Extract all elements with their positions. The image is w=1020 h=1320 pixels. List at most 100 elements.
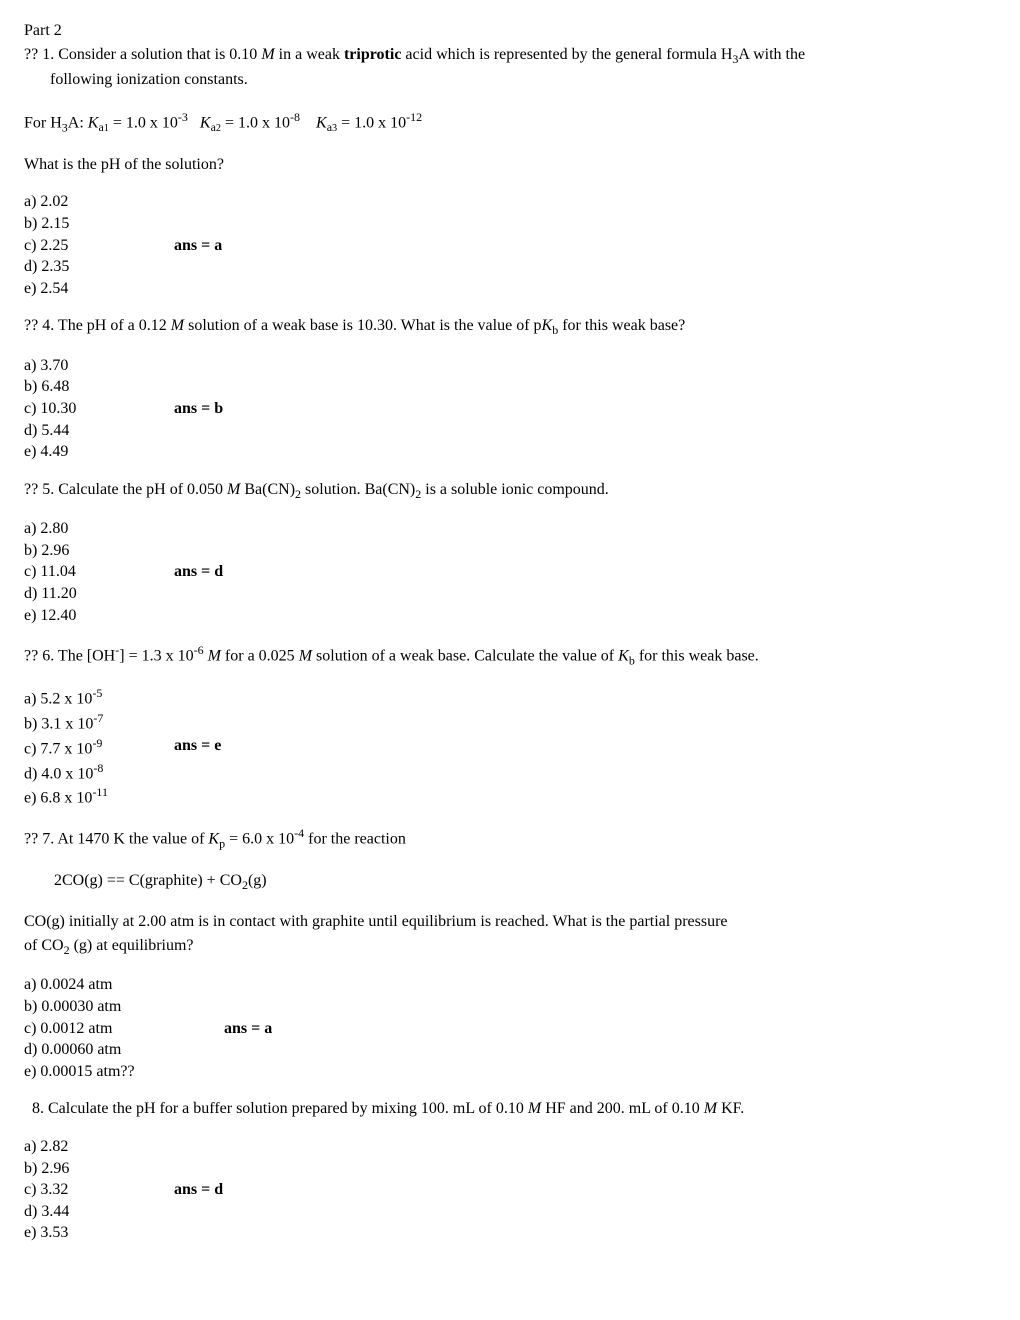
- q1-text3: acid which is represented by the general…: [401, 46, 732, 63]
- q8-text: 8. Calculate the pH for a buffer solutio…: [24, 1100, 528, 1117]
- q7-text2: = 6.0 x 10: [225, 831, 294, 848]
- choice-text: c) 7.7 x 10-9: [24, 735, 174, 760]
- choice-text: b) 0.00030 atm: [24, 996, 224, 1018]
- q7-body-line1: CO(g) initially at 2.00 atm is in contac…: [24, 911, 996, 933]
- q6-m1: M: [208, 647, 221, 664]
- q7-choice-b: b) 0.00030 atm: [24, 996, 996, 1018]
- q7-choice-a: a) 0.0024 atm: [24, 974, 996, 996]
- q1-k2: K: [200, 114, 211, 131]
- q8-m1: M: [528, 1100, 541, 1117]
- q1-k3-val: = 1.0 x 10: [337, 114, 406, 131]
- q7-equation: 2CO(g) == C(graphite) + CO2(g): [24, 870, 996, 893]
- q8-choice-d: d) 3.44: [24, 1201, 996, 1223]
- q1-for-mid: A:: [68, 114, 88, 131]
- q6-b-exp: -7: [93, 711, 103, 725]
- q1-k1-exp: -3: [178, 110, 188, 124]
- q6-text: ?? 6. The [OH: [24, 647, 115, 664]
- choice-text: e) 6.8 x 10-11: [24, 784, 174, 809]
- q6-text5: solution of a weak base. Calculate the v…: [312, 647, 618, 664]
- q7-choice-d: d) 0.00060 atm: [24, 1039, 996, 1061]
- q5-choice-c: c) 11.04ans = d: [24, 561, 996, 583]
- q5-text3: solution. Ba(CN): [301, 481, 415, 498]
- choice-text: c) 0.0012 atm: [24, 1018, 224, 1040]
- choice-text: e) 3.53: [24, 1222, 174, 1244]
- choice-text: b) 2.96: [24, 1158, 174, 1180]
- q5-text4: is a soluble ionic compound.: [421, 481, 609, 498]
- q6-choice-c: c) 7.7 x 10-9ans = e: [24, 735, 996, 760]
- choice-text: a) 2.80: [24, 518, 174, 540]
- q1-sp2: [300, 114, 316, 131]
- q5-choice-d: d) 11.20: [24, 583, 996, 605]
- q6-choice-e: e) 6.8 x 10-11: [24, 784, 996, 809]
- q1-prompt-line2: following ionization constants.: [24, 69, 996, 91]
- q4-text2: solution of a weak base is 10.30. What i…: [184, 317, 541, 334]
- q5-choice-b: b) 2.96: [24, 540, 996, 562]
- q1-sp1: [188, 114, 200, 131]
- q6-text2: ] = 1.3 x 10: [119, 647, 193, 664]
- choice-text: a) 2.02: [24, 191, 174, 213]
- q4-m: M: [171, 317, 184, 334]
- q8-text2: HF and 200. mL of 0.10: [541, 1100, 704, 1117]
- choice-text: d) 0.00060 atm: [24, 1039, 224, 1061]
- q6-choice-d: d) 4.0 x 10-8: [24, 760, 996, 785]
- q5-answer: ans = d: [174, 561, 223, 583]
- choice-text: e) 4.49: [24, 441, 174, 463]
- q7-eq-text: 2CO(g) == C(graphite) + CO: [54, 872, 242, 889]
- q6-choice-a: a) 5.2 x 10-5: [24, 685, 996, 710]
- q8-choice-a: a) 2.82: [24, 1136, 996, 1158]
- q1-k3: K: [316, 114, 327, 131]
- choice-text: b) 6.48: [24, 376, 174, 398]
- choice-text: d) 11.20: [24, 583, 174, 605]
- q7-exp: -4: [294, 826, 304, 840]
- q1-k2-val: = 1.0 x 10: [221, 114, 290, 131]
- choice-text: c) 11.04: [24, 561, 174, 583]
- q6-e-pre: e) 6.8 x 10: [24, 790, 92, 807]
- q4-choice-a: a) 3.70: [24, 355, 996, 377]
- q6-text4: for a 0.025: [221, 647, 299, 664]
- q5-text2: Ba(CN): [240, 481, 295, 498]
- q1-k1-sub: a1: [98, 120, 108, 134]
- q1-text4: A with the: [738, 46, 805, 63]
- q8-choice-e: e) 3.53: [24, 1222, 996, 1244]
- q6-k: K: [618, 647, 629, 664]
- q7-body-line2: of CO2 (g) at equilibrium?: [24, 935, 996, 958]
- q6-answer: ans = e: [174, 735, 221, 760]
- q1-k3-sub: a3: [327, 120, 337, 134]
- q5-choice-a: a) 2.80: [24, 518, 996, 540]
- q4-choice-e: e) 4.49: [24, 441, 996, 463]
- q6-prompt: ?? 6. The [OH-] = 1.3 x 10-6 M for a 0.0…: [24, 642, 996, 669]
- q5-m: M: [227, 481, 240, 498]
- q8-m2: M: [704, 1100, 717, 1117]
- q5-choice-e: e) 12.40: [24, 605, 996, 627]
- q1-k1: K: [88, 114, 99, 131]
- q7-choice-c: c) 0.0012 atmans = a: [24, 1018, 996, 1040]
- q1-triprotic: triprotic: [344, 46, 401, 63]
- q6-d-exp: -8: [93, 761, 103, 775]
- q7-k: K: [208, 831, 219, 848]
- choice-text: c) 3.32: [24, 1179, 174, 1201]
- q6-c-pre: c) 7.7 x 10: [24, 740, 92, 757]
- q8-choice-b: b) 2.96: [24, 1158, 996, 1180]
- q7-eq-text2: (g): [248, 872, 267, 889]
- choice-text: b) 2.15: [24, 213, 174, 235]
- q8-prompt: 8. Calculate the pH for a buffer solutio…: [24, 1098, 996, 1120]
- q4-choice-b: b) 6.48: [24, 376, 996, 398]
- q1-choice-e: e) 2.54: [24, 278, 996, 300]
- q4-prompt: ?? 4. The pH of a 0.12 M solution of a w…: [24, 315, 996, 338]
- q1-constants: For H3A: Ka1 = 1.0 x 10-3 Ka2 = 1.0 x 10…: [24, 109, 996, 136]
- choice-text: b) 2.96: [24, 540, 174, 562]
- q7-text: ?? 7. At 1470 K the value of: [24, 831, 208, 848]
- q7-body2-post: (g) at equilibrium?: [70, 937, 194, 954]
- q8-choice-c: c) 3.32ans = d: [24, 1179, 996, 1201]
- choice-text: e) 2.54: [24, 278, 174, 300]
- choice-text: d) 3.44: [24, 1201, 174, 1223]
- q1-choice-c: c) 2.25ans = a: [24, 235, 996, 257]
- choice-text: c) 2.25: [24, 235, 174, 257]
- q8-answer: ans = d: [174, 1179, 223, 1201]
- q1-for-pre: For H: [24, 114, 62, 131]
- q4-text: ?? 4. The pH of a 0.12: [24, 317, 171, 334]
- q4-answer: ans = b: [174, 398, 223, 420]
- q1-k1-val: = 1.0 x 10: [109, 114, 178, 131]
- q7-prompt: ?? 7. At 1470 K the value of Kp = 6.0 x …: [24, 825, 996, 852]
- q7-answer: ans = a: [224, 1018, 272, 1040]
